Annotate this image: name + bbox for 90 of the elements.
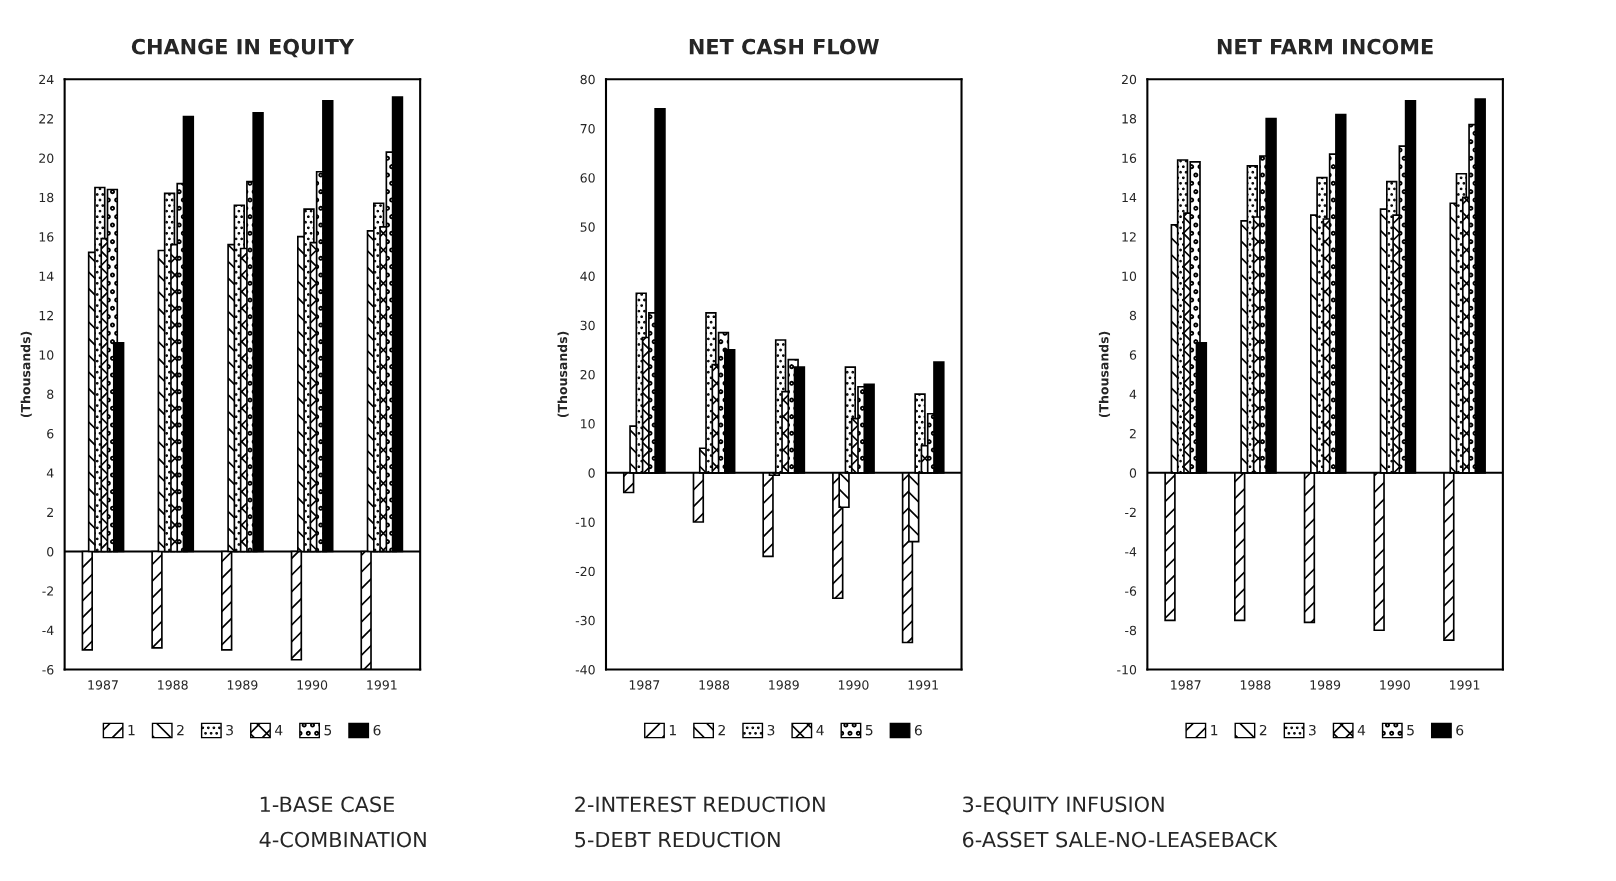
y-tick-label: 40	[580, 271, 595, 281]
y-tick-label: 16	[39, 232, 54, 242]
y-tick-label: -6	[1125, 586, 1137, 596]
legend-label: 5	[324, 725, 332, 736]
x-tick-label: 1989	[769, 680, 799, 690]
y-tick-label: 14	[39, 271, 54, 281]
y-tick-label: 8	[47, 389, 54, 400]
y-tick-label: -2	[1125, 507, 1136, 517]
x-tick-label: 1991	[1450, 680, 1480, 690]
legend-label: 6	[1456, 724, 1464, 736]
x-tick-label: 1987	[88, 680, 118, 690]
legend-label: 3	[226, 724, 233, 736]
y-tick-label: 8	[1129, 310, 1137, 321]
y-axis-title: (Thousands)	[20, 331, 32, 418]
legend-label: 6	[914, 724, 922, 736]
text: 1-BASE CASE	[260, 796, 394, 813]
y-tick-label: 6	[47, 428, 54, 439]
y-tick-label: 0	[588, 468, 595, 478]
y-tick-label: 80	[580, 74, 595, 85]
y-tick-label: 12	[39, 310, 53, 321]
y-tick-label: 70	[580, 123, 595, 134]
x-tick-label: 1987	[1171, 680, 1201, 690]
x-tick-label: 1990	[838, 680, 869, 690]
legend-label: 3	[767, 724, 775, 736]
text: 3-EQUITY INFUSION	[963, 796, 1164, 815]
text: 5-DEBT REDUCTION	[575, 831, 780, 848]
legend-label: 1	[128, 725, 135, 736]
legend-label: 3	[1309, 724, 1316, 736]
legend-label: 6	[373, 724, 381, 736]
y-tick-label: 4	[46, 468, 54, 478]
legend-label: 5	[865, 725, 873, 736]
y-tick-label: 30	[580, 320, 595, 331]
y-tick-label: 50	[580, 222, 595, 232]
y-tick-label: -4	[42, 625, 54, 635]
y-tick-label: 60	[580, 173, 595, 183]
y-tick-label: 14	[1122, 192, 1137, 203]
y-tick-label: 2	[47, 507, 53, 517]
y-tick-label: 22	[39, 114, 53, 124]
chart-title: CHANGE IN EQUITY	[131, 38, 355, 58]
x-tick-label: 1990	[1380, 680, 1410, 690]
y-tick-label: 0	[1129, 468, 1137, 478]
legend-label: 1	[669, 725, 676, 736]
y-tick-label: 18	[39, 192, 54, 203]
y-tick-label: -20	[575, 566, 595, 577]
x-tick-label: 1988	[158, 680, 188, 690]
x-tick-label: 1991	[908, 680, 938, 690]
y-tick-label: 16	[1122, 153, 1137, 163]
x-tick-label: 1989	[227, 680, 258, 690]
y-tick-label: 2	[1129, 428, 1136, 439]
y-tick-label: 10	[1122, 271, 1137, 281]
x-tick-label: 1990	[297, 680, 328, 690]
y-tick-label: -10	[575, 517, 595, 527]
legend-label: 2	[1259, 724, 1267, 736]
legend-label: 4	[275, 725, 283, 736]
y-tick-label: 10	[39, 350, 54, 360]
legend-label: 1	[1211, 725, 1218, 736]
y-axis-title: (Thousands)	[1098, 331, 1111, 418]
y-tick-label: -30	[575, 615, 595, 626]
x-tick-label: 1988	[1240, 680, 1271, 690]
x-tick-label: 1989	[1310, 680, 1341, 690]
x-tick-label: 1991	[367, 680, 397, 690]
y-tick-label: -8	[1125, 625, 1137, 636]
chart-title: NET FARM INCOME	[1217, 38, 1433, 55]
y-tick-label: 0	[47, 546, 54, 557]
text: 4-COMBINATION	[259, 831, 426, 848]
chart-title: NET CASH FLOW	[689, 38, 879, 55]
x-tick-label: 1988	[699, 680, 730, 690]
y-tick-label: -6	[42, 665, 54, 675]
y-tick-label: 6	[1129, 350, 1137, 360]
legend-label: 2	[177, 724, 184, 736]
y-tick-label: -4	[1125, 547, 1137, 557]
y-tick-label: -40	[575, 665, 595, 675]
text: 6-ASSET SALE-NO-LEASEBACK	[962, 831, 1278, 848]
text: 2-INTEREST REDUCTION	[575, 796, 825, 813]
y-tick-label: 4	[1129, 389, 1137, 399]
y-tick-label: 20	[39, 153, 54, 163]
legend-label: 4	[1357, 725, 1366, 736]
legend-label: 4	[816, 725, 824, 736]
x-tick-label: 1987	[629, 680, 660, 690]
y-axis-title: (Thousands)	[557, 331, 569, 418]
y-tick-label: 12	[1122, 232, 1136, 242]
legend-label: 5	[1407, 725, 1414, 736]
y-tick-label: -10	[1117, 665, 1137, 675]
y-tick-label: 20	[580, 369, 595, 380]
y-tick-label: 24	[39, 74, 54, 85]
y-tick-label: 18	[1122, 114, 1137, 124]
y-tick-label: -2	[42, 586, 53, 596]
y-tick-label: 20	[1121, 74, 1137, 85]
y-tick-label: 10	[581, 419, 595, 429]
legend-label: 2	[718, 724, 725, 736]
